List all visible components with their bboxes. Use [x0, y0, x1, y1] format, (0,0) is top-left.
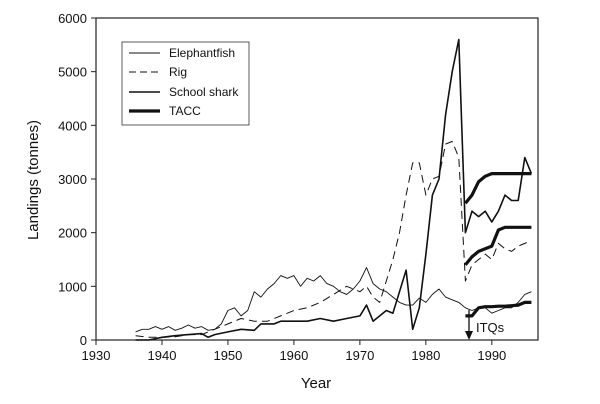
x-axis-label: Year [301, 375, 331, 392]
itqs-label: ITQs [476, 320, 505, 335]
series-lines [135, 38, 533, 341]
legend-item-tacc: TACC [129, 104, 201, 118]
y-tick-label: 0 [80, 333, 87, 348]
y-axis-label: Landings (tonnes) [25, 120, 42, 240]
itqs-annotation: ITQs [465, 310, 505, 340]
x-tick-label: 1950 [213, 348, 242, 363]
x-axis: 1930 1940 1950 1960 1970 1980 1990 [82, 340, 506, 363]
legend-label: School shark [169, 85, 239, 99]
legend-label: TACC [169, 104, 201, 118]
series-rig [135, 140, 532, 338]
y-tick-label: 4000 [58, 118, 87, 133]
y-tick-label: 3000 [58, 172, 87, 187]
x-tick-label: 1960 [279, 348, 308, 363]
legend-label: Elephantfish [169, 46, 235, 60]
x-tick-label: 1980 [411, 348, 440, 363]
x-tick-label: 1970 [345, 348, 374, 363]
arrow-head-icon [465, 331, 473, 340]
x-tick-label: 1990 [477, 348, 506, 363]
series-tacc [464, 172, 532, 205]
legend-label: Rig [169, 65, 187, 79]
x-tick-label: 1930 [82, 348, 111, 363]
series-elephantfish [135, 267, 532, 333]
y-tick-label: 2000 [58, 226, 87, 241]
legend-item-school-shark: School shark [129, 85, 239, 99]
x-tick-label: 1940 [148, 348, 177, 363]
series-school-shark [135, 38, 533, 341]
y-tick-label: 5000 [58, 65, 87, 80]
legend-item-rig: Rig [129, 65, 187, 79]
series-tacc [464, 225, 532, 266]
series-tacc [465, 300, 532, 318]
y-axis: 0 1000 2000 3000 4000 5000 6000 [58, 11, 96, 348]
y-tick-label: 6000 [58, 11, 87, 26]
legend: Elephantfish Rig School shark TACC [121, 41, 250, 126]
legend-item-elephantfish: Elephantfish [129, 46, 235, 60]
y-tick-label: 1000 [58, 279, 87, 294]
